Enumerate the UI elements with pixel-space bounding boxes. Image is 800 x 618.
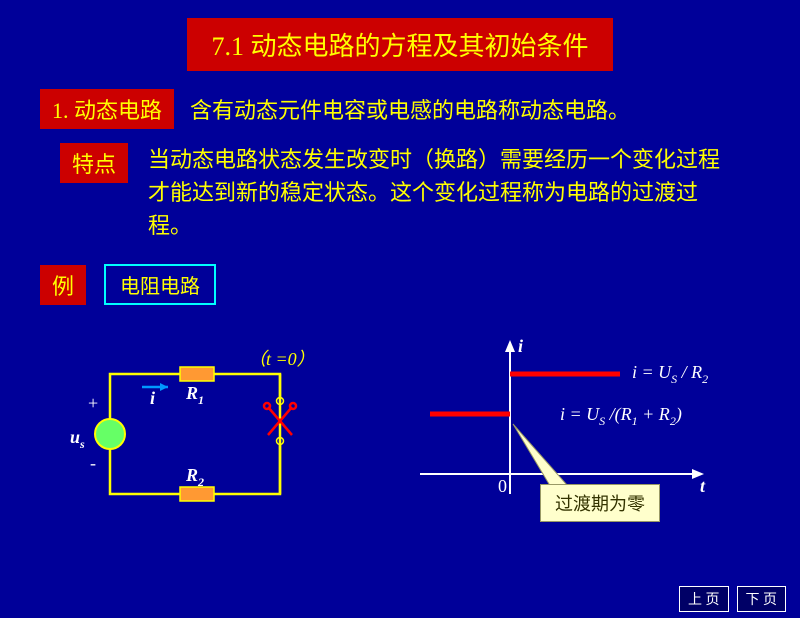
svg-text:i = US /(R1 + R2): i = US /(R1 + R2) bbox=[560, 404, 682, 428]
definition-text: 含有动态元件电容或电感的电路称动态电路。 bbox=[190, 93, 630, 125]
svg-text:R2: R2 bbox=[185, 465, 204, 489]
feature-row: 特点 当动态电路状态发生改变时（换路）需要经历一个变化过程才能达到新的稳定状态。… bbox=[60, 143, 800, 242]
example-label: 例 bbox=[40, 265, 86, 305]
svg-text:us: us bbox=[70, 427, 85, 451]
minus-label: - bbox=[90, 453, 96, 473]
svg-text:R1: R1 bbox=[185, 383, 204, 407]
svg-text:t: t bbox=[700, 476, 706, 496]
plus-label: + bbox=[88, 393, 98, 413]
svg-text:i = US / R2: i = US / R2 bbox=[632, 362, 708, 386]
example-box: 电阻电路 bbox=[104, 264, 216, 305]
svg-text:i: i bbox=[150, 388, 155, 408]
nav-buttons: 上 页 下 页 bbox=[679, 586, 786, 612]
feature-label: 特点 bbox=[60, 143, 128, 183]
callout-box: 过渡期为零 bbox=[540, 484, 660, 522]
svg-text:i: i bbox=[518, 336, 523, 356]
example-row: 例 电阻电路 bbox=[40, 264, 800, 305]
next-button[interactable]: 下 页 bbox=[737, 586, 787, 612]
circuit-diagram: + - us i R1 R2 （t =0） bbox=[70, 349, 320, 519]
svg-text:（t =0）: （t =0） bbox=[248, 349, 315, 369]
section-label: 1. 动态电路 bbox=[40, 89, 174, 129]
section-row: 1. 动态电路 含有动态元件电容或电感的电路称动态电路。 bbox=[40, 89, 800, 129]
feature-text: 当动态电路状态发生改变时（换路）需要经历一个变化过程才能达到新的稳定状态。这个变… bbox=[148, 143, 728, 242]
diagram-area: + - us i R1 R2 （t =0） i t 0 i = US / R2 … bbox=[0, 319, 800, 549]
prev-button[interactable]: 上 页 bbox=[679, 586, 729, 612]
svg-text:0: 0 bbox=[498, 476, 507, 496]
page-title: 7.1 动态电路的方程及其初始条件 bbox=[187, 18, 612, 71]
